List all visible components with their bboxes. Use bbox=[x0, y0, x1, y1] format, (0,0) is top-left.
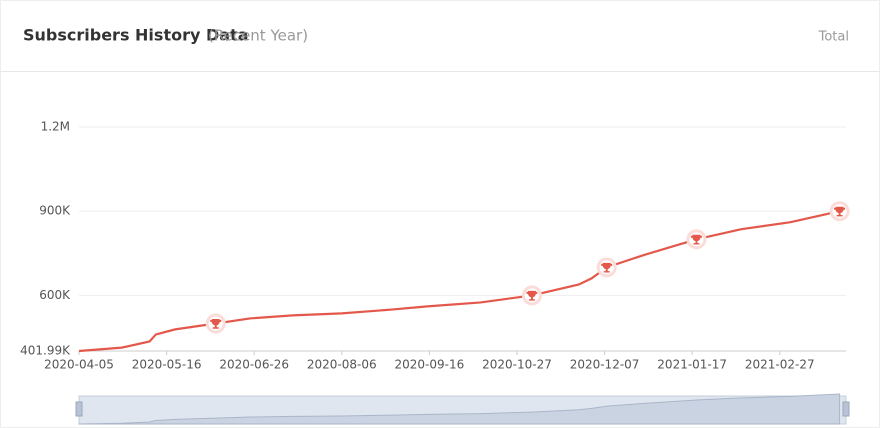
x-tick-label: 2020-04-05 bbox=[44, 358, 114, 372]
y-tick-label: 600K bbox=[39, 288, 71, 302]
milestone-marker bbox=[829, 201, 850, 222]
x-tick-label: 2020-09-16 bbox=[395, 358, 465, 372]
milestone-marker bbox=[596, 257, 617, 278]
marker-icon bbox=[834, 206, 846, 217]
navigator-handle[interactable] bbox=[75, 401, 83, 417]
x-tick-label: 2020-12-07 bbox=[570, 358, 640, 372]
x-tick-label: 2020-05-16 bbox=[132, 358, 202, 372]
x-tick-label: 2021-02-27 bbox=[745, 358, 815, 372]
marker-icon bbox=[210, 318, 222, 329]
milestone-marker bbox=[205, 313, 226, 334]
milestone-marker bbox=[521, 285, 542, 306]
milestone-marker bbox=[686, 229, 707, 250]
header-title: Subscribers History Data bbox=[23, 26, 249, 45]
y-tick-label: 900K bbox=[39, 204, 71, 218]
mode-toggle[interactable]: Total bbox=[818, 30, 849, 45]
navigator-handle[interactable] bbox=[842, 401, 850, 417]
marker-icon bbox=[526, 290, 538, 301]
y-tick-label: 401.99K bbox=[20, 344, 71, 358]
x-tick-label: 2021-01-17 bbox=[657, 358, 727, 372]
x-tick-label: 2020-08-06 bbox=[307, 358, 377, 372]
line bbox=[78, 210, 840, 353]
navigator-area bbox=[78, 393, 841, 425]
x-tick-label: 2020-06-26 bbox=[219, 358, 289, 372]
marker-icon bbox=[601, 262, 613, 273]
header-subtitle: (Recent Year) bbox=[208, 27, 308, 45]
x-tick-label: 2020-10-27 bbox=[482, 358, 552, 372]
y-tick-label: 1.2M bbox=[41, 120, 70, 134]
marker-icon bbox=[690, 234, 702, 245]
